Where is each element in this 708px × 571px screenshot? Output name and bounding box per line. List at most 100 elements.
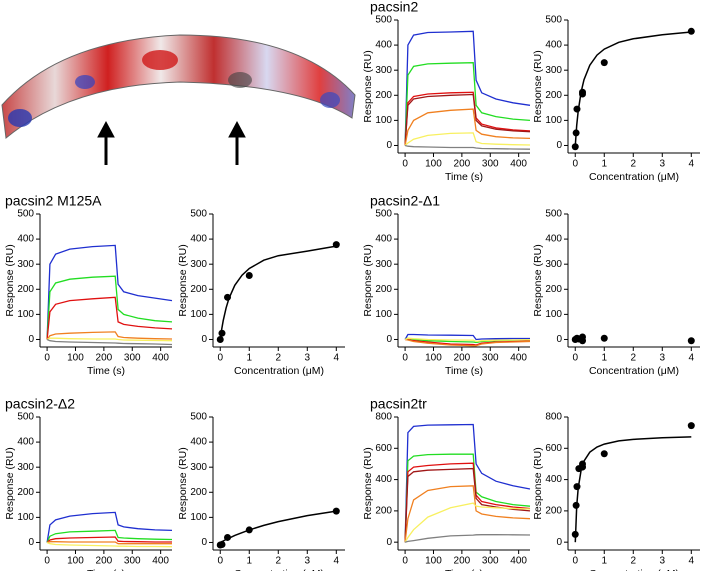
sensorgram-line xyxy=(404,132,531,146)
y-tick-label: 100 xyxy=(17,309,34,320)
chart-panel: pacsin2 M125A 0 100 200 300 400 500 0 100 200 300 4… xyxy=(4,193,173,377)
sensorgram-line xyxy=(404,453,531,543)
sensorgram-line xyxy=(46,511,173,543)
y-tick-label: 100 xyxy=(17,512,34,523)
chart-panel: 0 200 400 600 800 0 1 2 3 4 Concentration (μM) Resp… xyxy=(532,412,700,571)
y-tick-label: 0 xyxy=(386,537,392,548)
y-tick-label: 200 xyxy=(17,284,34,295)
x-tick-label: 4 xyxy=(689,556,695,567)
y-axis-label: Response (RU) xyxy=(532,50,544,122)
x-tick-label: 0 xyxy=(217,556,223,567)
x-axis-label: Concentration (μM) xyxy=(589,568,679,571)
x-tick-label: 400 xyxy=(510,556,527,567)
chart-panel: 0 100 200 300 400 500 0 1 2 3 4 Concentration (μM) R… xyxy=(532,209,700,377)
protein-surface xyxy=(1,34,356,139)
data-point xyxy=(600,334,608,342)
x-axis-label: Time (s) xyxy=(87,568,125,571)
sensorgram-line xyxy=(46,331,173,340)
y-tick-label: 0 xyxy=(201,537,207,548)
sensorgram-line xyxy=(404,534,531,543)
sensorgram-line xyxy=(404,423,531,543)
x-tick-label: 0 xyxy=(402,556,408,567)
sensorgram-line xyxy=(46,529,173,543)
sensorgram-line xyxy=(404,467,531,543)
sensorgram-line xyxy=(46,244,173,340)
y-tick-label: 200 xyxy=(545,284,562,295)
x-tick-label: 0 xyxy=(217,353,223,364)
data-point xyxy=(600,59,608,67)
x-tick-label: 0 xyxy=(402,353,408,364)
x-axis-label: Time (s) xyxy=(445,171,483,183)
data-point xyxy=(579,337,587,345)
x-axis-label: Time (s) xyxy=(87,365,125,377)
data-point xyxy=(572,129,580,137)
x-tick-label: 2 xyxy=(275,556,281,567)
x-tick-label: 100 xyxy=(425,353,442,364)
y-tick-label: 200 xyxy=(190,284,207,295)
data-point xyxy=(245,271,253,279)
chart-panel: pacsin2-Δ2 0 100 200 300 400 500 0 100 200 300 400 T… xyxy=(4,396,173,571)
sensorgram-line xyxy=(404,485,531,543)
y-axis-label: Response (RU) xyxy=(177,447,189,519)
y-tick-label: 600 xyxy=(545,443,562,454)
sensorgram-line xyxy=(46,338,173,346)
data-point xyxy=(218,540,226,548)
y-tick-label: 100 xyxy=(375,115,392,126)
data-point xyxy=(224,533,232,541)
chart-panel: 0 100 200 300 400 500 0 1 2 3 4 Concentration (μM) R… xyxy=(177,412,345,571)
x-tick-label: 3 xyxy=(660,556,666,567)
y-tick-label: 0 xyxy=(28,334,34,345)
chart-title: pacsin2tr xyxy=(370,396,427,412)
x-tick-label: 3 xyxy=(660,159,666,170)
x-axis-label: Concentration (μM) xyxy=(589,171,679,183)
data-point xyxy=(579,88,587,96)
data-point xyxy=(573,483,581,491)
data-point xyxy=(332,507,340,515)
x-tick-label: 300 xyxy=(482,353,499,364)
x-tick-label: 100 xyxy=(425,556,442,567)
y-tick-label: 400 xyxy=(17,234,34,245)
x-tick-label: 1 xyxy=(246,353,252,364)
y-tick-label: 0 xyxy=(556,334,562,345)
chart-panel: 0 100 200 300 400 500 0 1 2 3 4 Concentration (μM) R… xyxy=(177,209,345,377)
chart-title: pacsin2-Δ2 xyxy=(5,396,75,412)
data-point xyxy=(571,530,579,538)
x-tick-label: 1 xyxy=(601,159,607,170)
x-tick-label: 4 xyxy=(689,159,695,170)
x-tick-label: 400 xyxy=(510,353,527,364)
x-tick-label: 200 xyxy=(454,353,471,364)
y-tick-label: 300 xyxy=(17,259,34,270)
x-tick-label: 2 xyxy=(275,353,281,364)
x-tick-label: 0 xyxy=(572,159,578,170)
y-tick-label: 400 xyxy=(545,40,562,51)
y-tick-label: 500 xyxy=(190,412,207,423)
y-tick-label: 600 xyxy=(375,443,392,454)
y-tick-label: 400 xyxy=(375,40,392,51)
x-tick-label: 3 xyxy=(305,353,311,364)
y-tick-label: 0 xyxy=(386,334,392,345)
y-tick-label: 400 xyxy=(190,437,207,448)
x-tick-label: 200 xyxy=(96,556,113,567)
fit-curve xyxy=(219,245,337,340)
fit-curve xyxy=(574,436,692,543)
x-tick-label: 0 xyxy=(572,556,578,567)
chart-title: pacsin2-Δ1 xyxy=(370,193,440,209)
data-point xyxy=(687,337,695,345)
y-tick-label: 400 xyxy=(545,474,562,485)
y-tick-label: 100 xyxy=(190,309,207,320)
x-axis-label: Time (s) xyxy=(445,568,483,571)
x-tick-label: 0 xyxy=(572,353,578,364)
y-tick-label: 0 xyxy=(28,537,34,548)
x-tick-label: 300 xyxy=(482,159,499,170)
sensorgram-line xyxy=(404,333,530,341)
data-point xyxy=(218,329,226,337)
x-tick-label: 4 xyxy=(334,353,340,364)
sensorgram-line xyxy=(404,144,531,150)
x-tick-label: 0 xyxy=(44,556,50,567)
y-tick-label: 300 xyxy=(545,259,562,270)
chart-title: pacsin2 xyxy=(370,0,418,15)
x-axis-label: Concentration (μM) xyxy=(234,568,324,571)
chart-panel: 0 100 200 300 400 500 0 1 2 3 4 Concentration (μM) R… xyxy=(532,15,700,183)
y-tick-label: 200 xyxy=(375,90,392,101)
